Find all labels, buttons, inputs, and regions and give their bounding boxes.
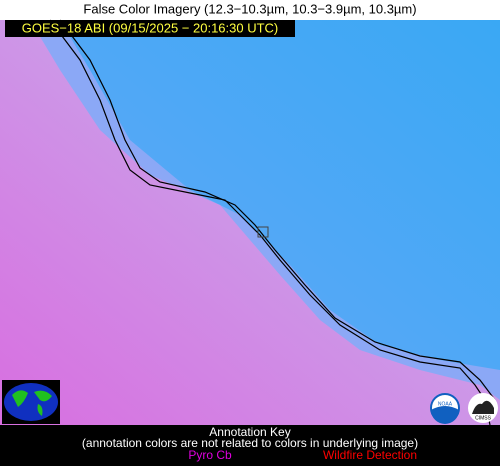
cimss-logo: CIMSS	[468, 393, 498, 423]
key-note: (annotation colors are not related to co…	[82, 436, 418, 450]
title: False Color Imagery (12.3−10.3µm, 10.3−3…	[83, 1, 416, 16]
noaa-logo: NOAA	[430, 393, 460, 424]
imagery	[0, 19, 500, 426]
key-bar	[0, 425, 500, 466]
title-bar	[0, 0, 500, 20]
key-item: Wildfire Detection	[323, 448, 417, 462]
globe-logo	[2, 380, 60, 424]
key-item: Pyro Cb	[188, 448, 232, 462]
noaa-label: NOAA	[438, 401, 453, 407]
cimss-label: CIMSS	[475, 415, 492, 421]
timestamp-box	[5, 20, 295, 37]
timestamp: GOES−18 ABI (09/15/2025 − 20:16:30 UTC)	[22, 20, 279, 35]
key-title: Annotation Key	[209, 425, 290, 439]
